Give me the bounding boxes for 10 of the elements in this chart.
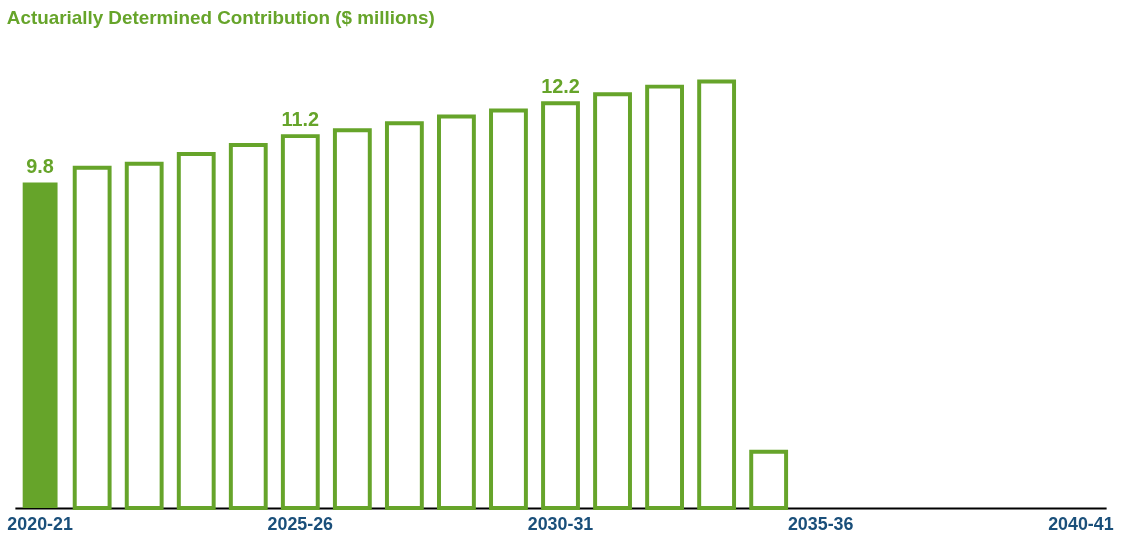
text: 12.2 [541, 75, 580, 98]
x-tick-label: 2035-36 [787, 514, 854, 535]
bar [22, 182, 58, 509]
chart-title: Actuarially Determined Contribution ($ millions) [6, 6, 435, 28]
x-tick-label: 2020-21 [7, 514, 73, 535]
text: 11.2 [281, 108, 320, 131]
x-tick-label: 2040-41 [1048, 514, 1114, 535]
x-tick-label: 2025-26 [267, 514, 334, 535]
text: 9.8 [26, 154, 54, 177]
x-tick-label: 2030-31 [527, 514, 594, 535]
